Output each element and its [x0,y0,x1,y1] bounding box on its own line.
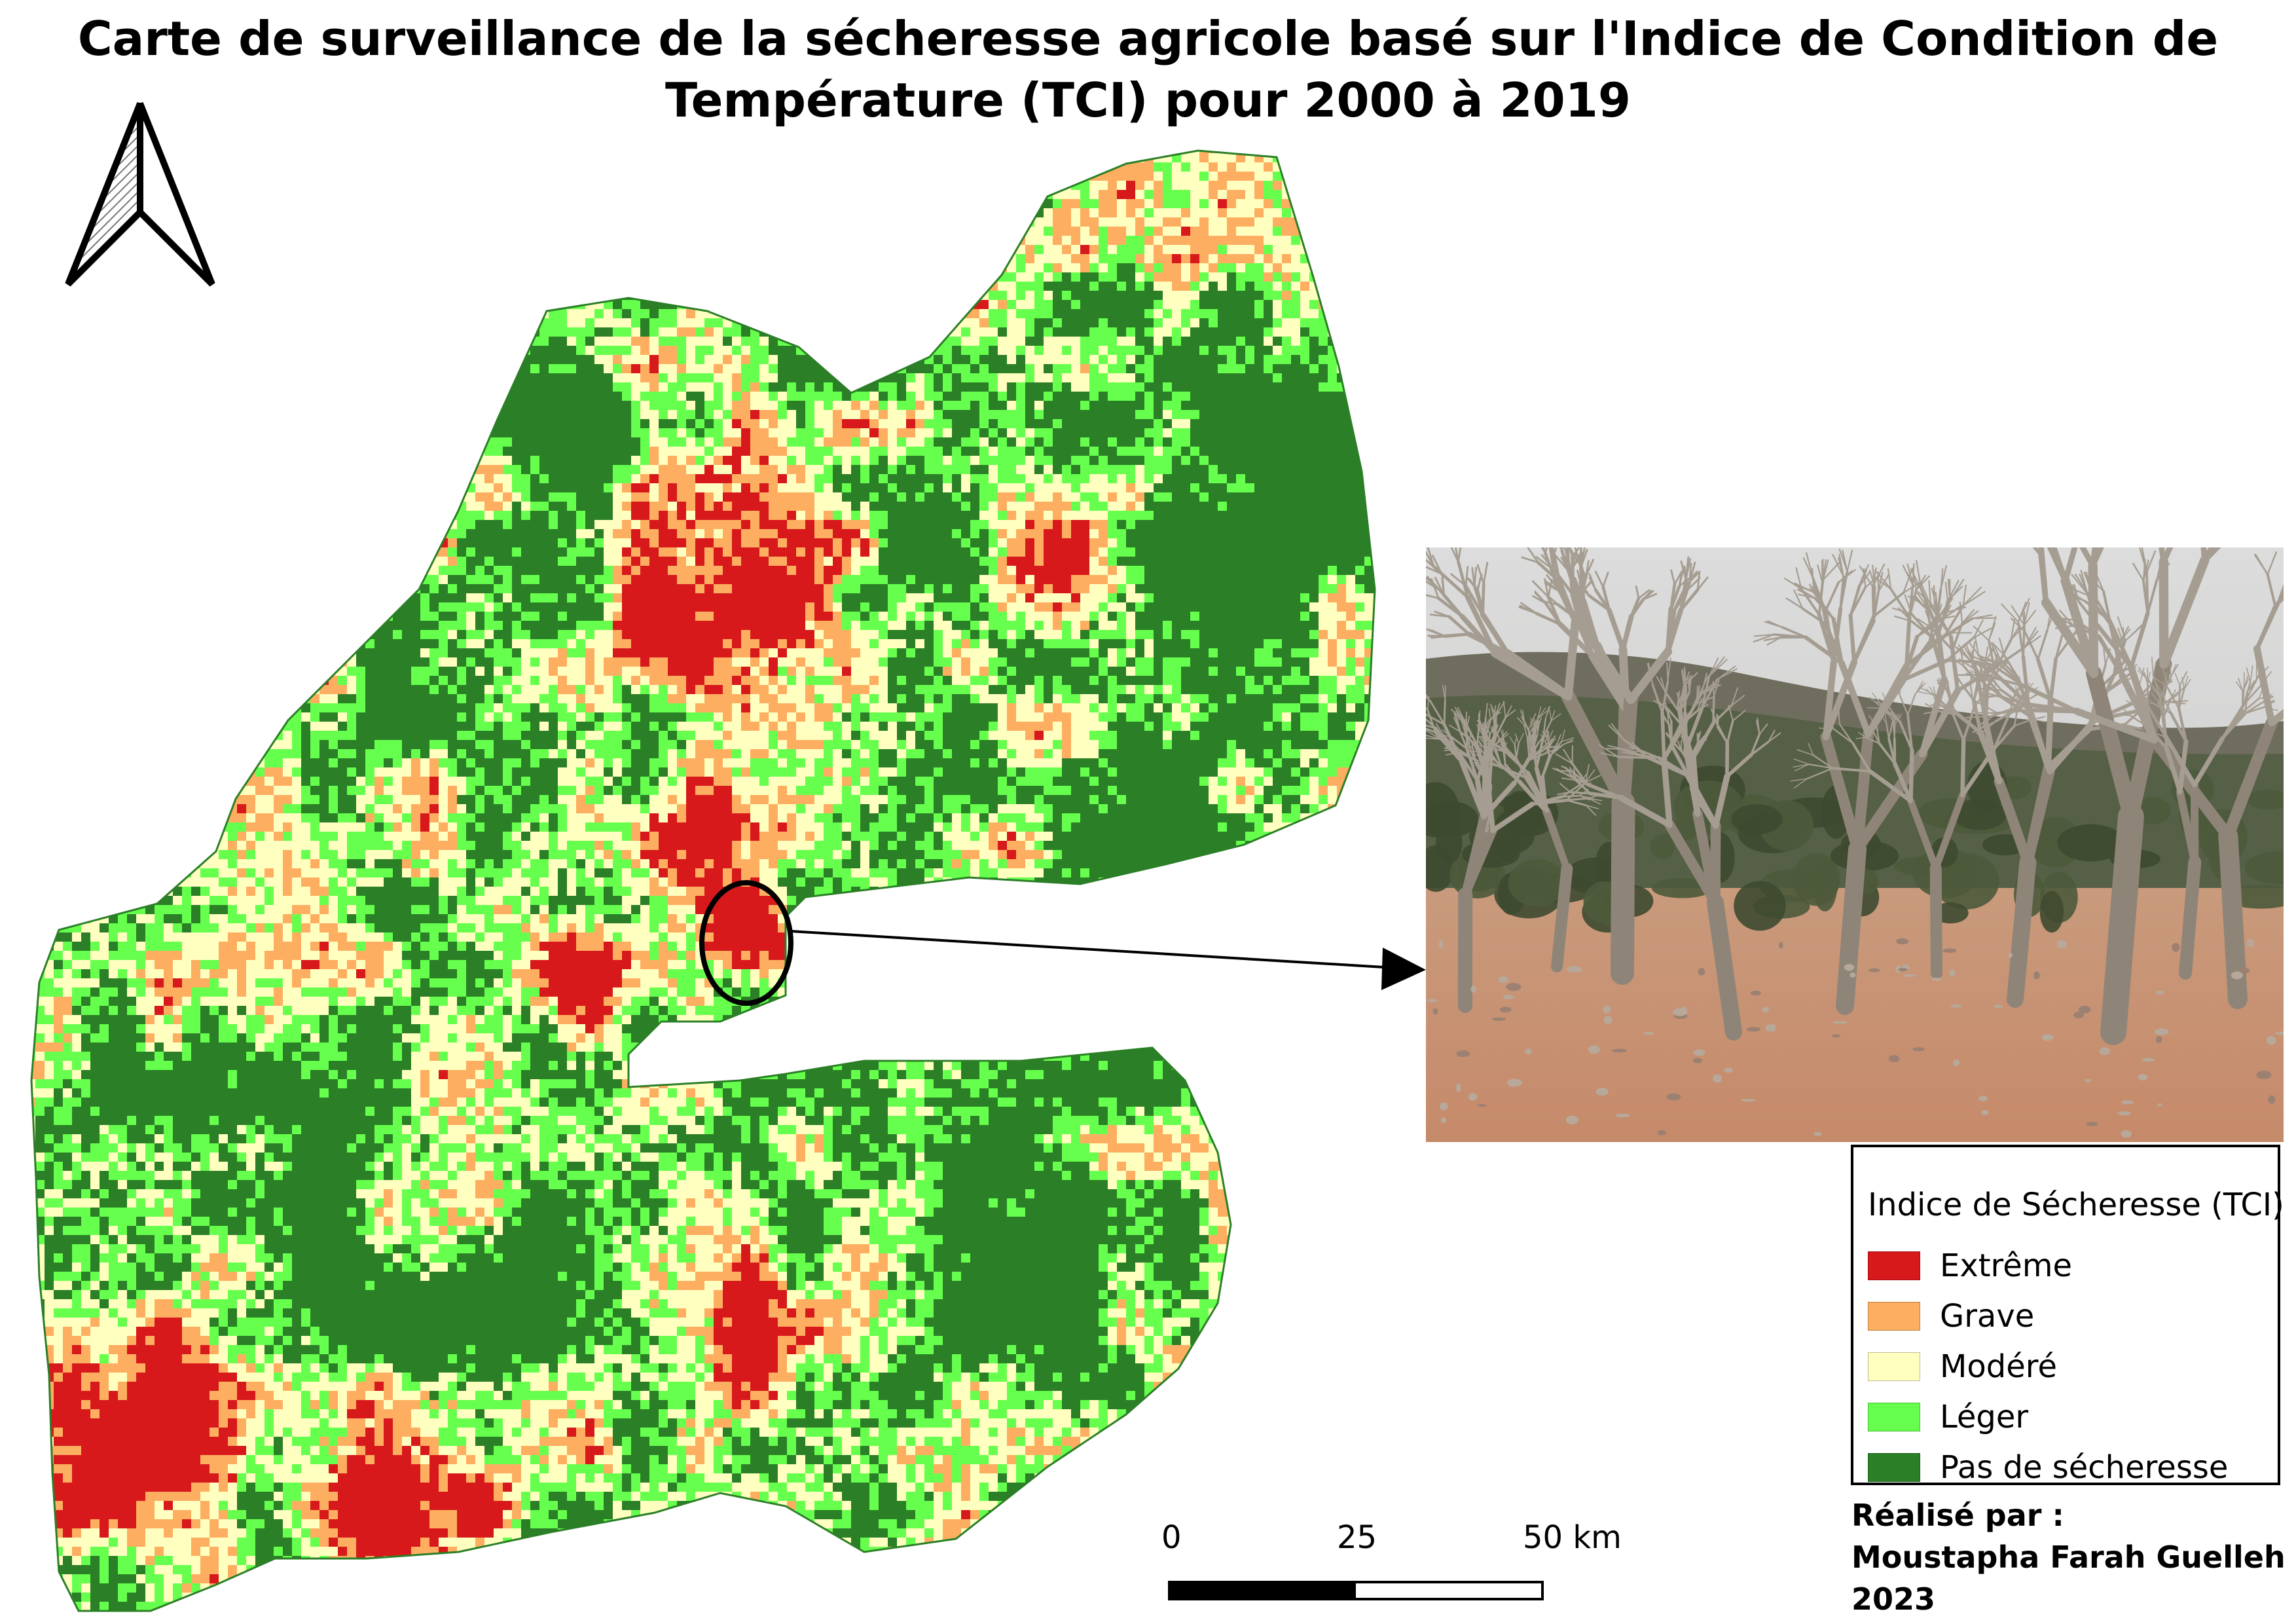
legend-label-no-drought: Pas de sécheresse [1940,1449,2228,1486]
scale-label-50: 50 km [1523,1519,1622,1556]
credit-line-2: Moustapha Farah Guelleh ; [1851,1536,2296,1578]
scale-label-0: 0 [1161,1519,1182,1556]
country-outline [30,149,1376,1612]
legend-swatch-leger [1868,1402,1920,1431]
credit-line-3: 2023 [1851,1578,2290,1620]
legend-swatch-extreme [1868,1251,1920,1280]
legend: Indice de Sécheresse (TCI) Extrême Grave… [1851,1145,2284,1486]
pointer-arrow-head [1381,948,1426,990]
legend-label-modere: Modéré [1940,1348,2057,1385]
credit: Réalisé par : Moustapha Farah Guelleh ; … [1851,1494,2296,1620]
legend-swatch-grave [1868,1301,1920,1331]
scale-bar: 0 25 50 km [1152,1519,1622,1611]
highlight-ellipse [699,880,793,1006]
dead-forest-photo [1426,547,2284,1142]
pointer-arrow-line [790,930,1395,969]
scale-segment-black [1168,1581,1356,1600]
scale-segment-white [1353,1581,1544,1600]
legend-item-grave: Grave [1868,1291,2278,1341]
legend-item-leger: Léger [1868,1392,2278,1442]
legend-title: Indice de Sécheresse (TCI) [1868,1187,2284,1223]
legend-swatch-modere [1868,1352,1920,1381]
legend-item-no-drought: Pas de sécheresse [1868,1442,2278,1492]
map-title-line-1: Carte de surveillance de la sécheresse a… [0,8,2296,69]
legend-item-modere: Modéré [1868,1341,2278,1392]
legend-label-extreme: Extrême [1940,1247,2072,1284]
map-title-line-2: Température (TCI) pour 2000 à 2019 [0,69,2296,131]
legend-swatch-no-drought [1868,1452,1920,1482]
north-arrow-icon [65,102,215,287]
map-title: Carte de surveillance de la sécheresse a… [0,8,2296,131]
credit-line-1: Réalisé par : [1851,1494,2290,1536]
drought-index-raster [31,151,1375,1611]
legend-item-extreme: Extrême [1868,1240,2278,1291]
legend-label-leger: Léger [1940,1399,2028,1435]
scale-label-25: 25 [1337,1519,1377,1556]
legend-label-grave: Grave [1940,1298,2034,1335]
